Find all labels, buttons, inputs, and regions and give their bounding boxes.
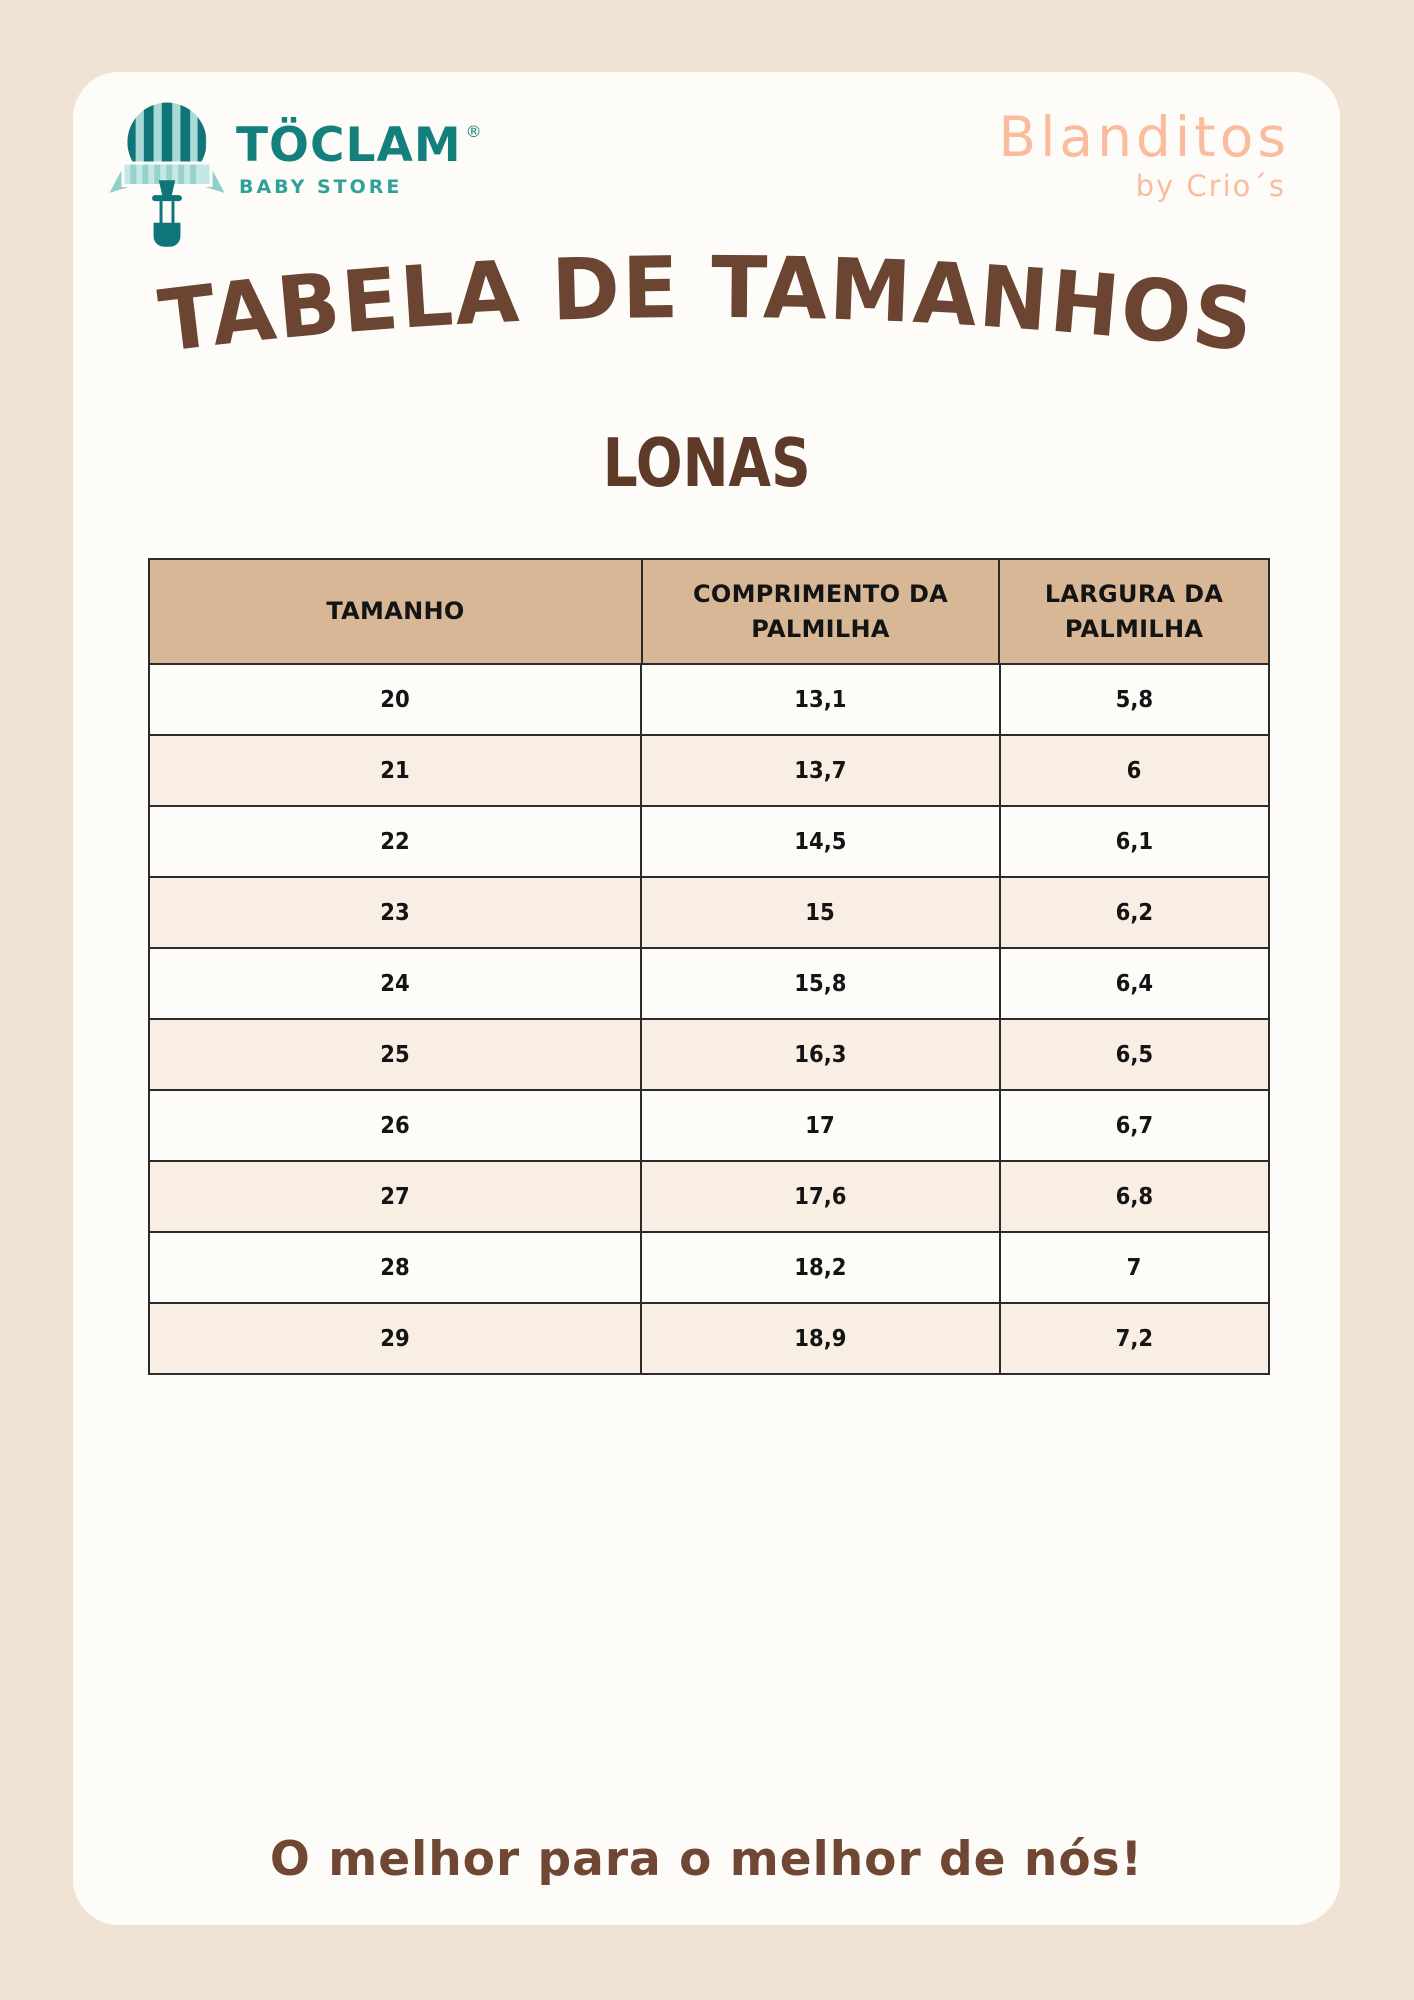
svg-text:TABELA DE TAMANHOS: TABELA DE TAMANHOS	[154, 239, 1260, 372]
partner-byline: by Crio´s	[1135, 169, 1286, 203]
table-row: 25 16,3 6,5	[150, 1020, 1268, 1091]
column-header-tamanho: TAMANHO	[150, 560, 643, 663]
table-header-row: TAMANHO COMPRIMENTO DA PALMILHA LARGURA …	[150, 560, 1268, 665]
cell-width: 6,2	[1115, 899, 1154, 926]
size-table: TAMANHO COMPRIMENTO DA PALMILHA LARGURA …	[148, 558, 1270, 1375]
table-row: 29 18,9 7,2	[150, 1304, 1268, 1373]
cell-width: 6,8	[1115, 1183, 1154, 1210]
cell-size: 26	[150, 1091, 643, 1160]
column-header-largura: LARGURA DA PALMILHA	[1000, 560, 1268, 663]
toclam-logo: TÖCLAM ® BABY STORE	[108, 82, 482, 268]
hot-air-balloon-icon	[109, 102, 225, 247]
table-row: 24 15,8 6,4	[150, 949, 1268, 1020]
blanditos-logo: Blanditos by Crio´s	[998, 105, 1290, 204]
cell-length: 18,2	[642, 1233, 1001, 1302]
cell-length: 17,6	[642, 1162, 1001, 1231]
brand-text: TÖCLAM ® BABY STORE	[236, 82, 482, 198]
cell-width: 6,1	[1115, 828, 1154, 855]
cell-length: 16,3	[642, 1020, 1001, 1089]
table-row: 26 17 6,7	[150, 1091, 1268, 1162]
cell-size: 25	[150, 1020, 643, 1089]
cell-width: 6,4	[1115, 970, 1154, 997]
cell-width: 5,8	[1115, 686, 1154, 713]
cell-length: 15	[642, 878, 1001, 947]
column-header-comprimento: COMPRIMENTO DA PALMILHA	[642, 560, 1001, 663]
flyer-card: TÖCLAM ® BABY STORE Blanditos by Crio´s T…	[73, 72, 1340, 1925]
footer-slogan: O melhor para o melhor de nós!	[269, 1832, 1144, 1887]
cell-width: 7,2	[1115, 1325, 1154, 1352]
subtitle: LONAS	[137, 430, 1277, 497]
cell-size: 24	[150, 949, 643, 1018]
brand-tagline: BABY STORE	[239, 176, 403, 198]
table-row: 22 14,5 6,1	[150, 807, 1268, 878]
table-row: 23 15 6,2	[150, 878, 1268, 949]
page-title-text: TABELA DE TAMANHOS	[154, 239, 1258, 372]
table-row: 21 13,7 6	[150, 736, 1268, 807]
cell-width: 6	[1126, 757, 1142, 784]
page-title: TABELA DE TAMANHOS	[154, 239, 1260, 372]
cell-width: 6,7	[1115, 1112, 1154, 1139]
brand-name-label: TÖCLAM	[236, 118, 462, 173]
table-row: 27 17,6 6,8	[150, 1162, 1268, 1233]
cell-size: 27	[150, 1162, 643, 1231]
cell-width: 6,5	[1115, 1041, 1154, 1068]
cell-size: 20	[150, 665, 643, 734]
cell-size: 22	[150, 807, 643, 876]
cell-length: 15,8	[642, 949, 1001, 1018]
cell-length: 17	[642, 1091, 1001, 1160]
subtitle-label: LONAS	[603, 424, 811, 502]
cell-length: 14,5	[642, 807, 1001, 876]
brand-name: TÖCLAM ®	[236, 122, 482, 169]
registered-mark: ®	[465, 122, 483, 141]
table-row: 20 13,1 5,8	[150, 665, 1268, 736]
partner-name: Blanditos	[998, 105, 1290, 169]
table-row: 28 18,2 7	[150, 1233, 1268, 1304]
cell-size: 23	[150, 878, 643, 947]
cell-width: 7	[1126, 1254, 1142, 1281]
cell-size: 21	[150, 736, 643, 805]
cell-length: 13,7	[642, 736, 1001, 805]
cell-size: 29	[150, 1304, 643, 1373]
cell-length: 13,1	[642, 665, 1001, 734]
cell-length: 18,9	[642, 1304, 1001, 1373]
cell-size: 28	[150, 1233, 643, 1302]
